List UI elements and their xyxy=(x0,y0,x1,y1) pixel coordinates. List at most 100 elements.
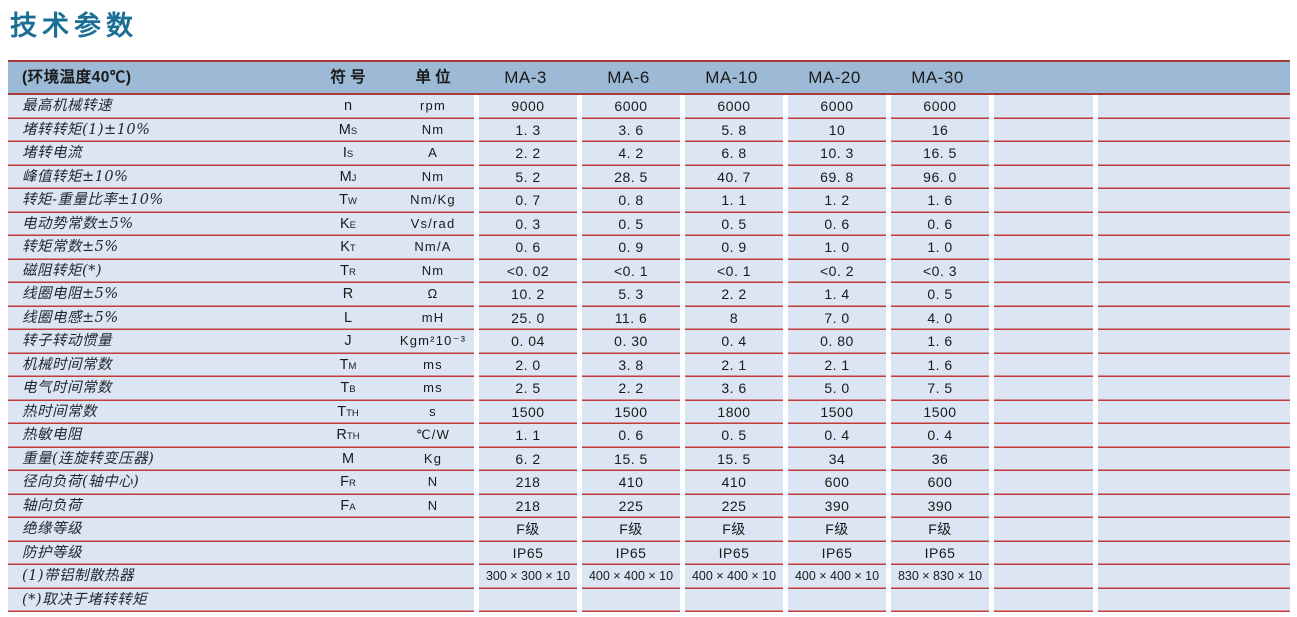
table-row: 轴向负荷 FA N 218 225 225 390 390 xyxy=(8,494,1290,518)
empty-cell xyxy=(1098,142,1290,166)
table-row: 最高机械转速 n rpm 9000 6000 6000 6000 6000 xyxy=(8,95,1290,119)
param-value: 600 xyxy=(788,471,886,495)
param-value: 1500 xyxy=(891,400,989,424)
param-value: 400 × 400 × 10 xyxy=(788,565,886,589)
param-value: 1. 4 xyxy=(788,283,886,307)
symbol-base: I xyxy=(342,145,347,161)
param-unit: mH xyxy=(392,306,474,330)
param-value: 1. 6 xyxy=(891,330,989,354)
spec-table: (环境温度40℃) 符 号 单 位 MA-3 MA-6 MA-10 MA-20 MA-3… xyxy=(8,60,1290,612)
param-value: 600 xyxy=(891,471,989,495)
param-value: 6000 xyxy=(582,95,680,119)
param-value: 390 xyxy=(788,494,886,518)
param-value: 36 xyxy=(891,447,989,471)
param-value: 16 xyxy=(891,118,989,142)
param-unit xyxy=(392,518,474,542)
param-value: 15. 5 xyxy=(685,447,783,471)
param-value: 16. 5 xyxy=(891,142,989,166)
empty-cell xyxy=(1098,118,1290,142)
symbol-base: T xyxy=(339,356,349,373)
param-value: 1500 xyxy=(788,400,886,424)
param-label: 绝缘等级 xyxy=(8,518,304,542)
table-row: 线圈电阻±5% R Ω 10. 2 5. 3 2. 2 1. 4 0. 5 xyxy=(8,283,1290,307)
param-symbol: M xyxy=(304,447,392,471)
symbol-base: F xyxy=(340,474,349,490)
param-value: <0. 3 xyxy=(891,259,989,283)
param-unit: Nm/Kg xyxy=(392,189,474,213)
param-value: <0. 1 xyxy=(685,259,783,283)
empty-cell xyxy=(994,212,1093,236)
empty-cell xyxy=(994,518,1093,542)
param-value: 0. 4 xyxy=(685,330,783,354)
param-value: 4. 2 xyxy=(582,142,680,166)
table-row: 电气时间常数 TB ms 2. 5 2. 2 3. 6 5. 0 7. 5 xyxy=(8,377,1290,401)
param-label: (*)取决于堵转转矩 xyxy=(8,588,304,612)
empty-cell xyxy=(1098,283,1290,307)
param-unit: rpm xyxy=(392,95,474,119)
empty-cell xyxy=(994,142,1093,166)
table-row: (*)取决于堵转转矩 xyxy=(8,588,1290,612)
param-value: 0. 6 xyxy=(891,212,989,236)
param-label: 电气时间常数 xyxy=(8,377,304,401)
empty-cell xyxy=(1098,541,1290,565)
param-value: 96. 0 xyxy=(891,165,989,189)
param-value: 6000 xyxy=(891,95,989,119)
symbol-base: L xyxy=(343,309,353,326)
param-symbol: J xyxy=(304,330,392,354)
param-value: F级 xyxy=(582,518,680,542)
empty-cell xyxy=(1098,95,1290,119)
param-value: 3. 6 xyxy=(685,377,783,401)
empty-cell xyxy=(1098,424,1290,448)
param-unit: Nm xyxy=(392,259,474,283)
empty-cell xyxy=(1098,189,1290,213)
param-symbol: MS xyxy=(304,118,392,142)
param-value: 10. 2 xyxy=(479,283,577,307)
empty-cell xyxy=(1098,471,1290,495)
empty-cell xyxy=(994,353,1093,377)
param-value: 6. 2 xyxy=(479,447,577,471)
param-symbol xyxy=(304,518,392,542)
param-symbol: TR xyxy=(304,259,392,283)
param-value xyxy=(891,588,989,612)
empty-cell xyxy=(994,283,1093,307)
header-model: MA-10 xyxy=(705,68,758,87)
param-unit: ℃/W xyxy=(392,424,474,448)
param-value xyxy=(479,588,577,612)
param-value: 225 xyxy=(685,494,783,518)
param-value: 28. 5 xyxy=(582,165,680,189)
param-symbol xyxy=(304,565,392,589)
symbol-subscript: TH xyxy=(346,431,360,442)
empty-cell xyxy=(1098,518,1290,542)
param-value: IP65 xyxy=(685,541,783,565)
param-value: 1. 3 xyxy=(479,118,577,142)
table-header: (环境温度40℃) 符 号 单 位 MA-3 MA-6 MA-10 MA-20 MA-3… xyxy=(8,60,1290,95)
param-label: 最高机械转速 xyxy=(8,95,304,119)
table-row: (1)带铝制散热器 300 × 300 × 10 400 × 400 × 10 400… xyxy=(8,565,1290,589)
param-symbol: n xyxy=(304,95,392,119)
table-row: 电动势常数±5% KE Vs/rad 0. 3 0. 5 0. 5 0. 6 0. 6 xyxy=(8,212,1290,236)
empty-cell xyxy=(994,565,1093,589)
symbol-subscript: M xyxy=(348,360,357,372)
symbol-base: M xyxy=(339,168,352,185)
param-value: 410 xyxy=(685,471,783,495)
param-label: 线圈电阻±5% xyxy=(8,283,304,307)
param-value: 300 × 300 × 10 xyxy=(479,565,577,589)
page-title: 技术参数 xyxy=(10,11,138,41)
param-unit: Kgm²10⁻³ xyxy=(392,330,474,354)
param-label: (1)带铝制散热器 xyxy=(8,565,304,589)
empty-cell xyxy=(1098,165,1290,189)
empty-cell xyxy=(994,471,1093,495)
param-label: 堵转转矩(1)±10% xyxy=(8,118,304,142)
param-value: 0. 6 xyxy=(582,424,680,448)
param-value: 6000 xyxy=(685,95,783,119)
symbol-base: F xyxy=(340,497,350,514)
param-value: 1500 xyxy=(479,400,577,424)
param-value: 0. 5 xyxy=(582,212,680,236)
table-row: 热敏电阻 RTH ℃/W 1. 1 0. 6 0. 5 0. 4 0. 4 xyxy=(8,424,1290,448)
empty-cell xyxy=(994,259,1093,283)
param-unit: A xyxy=(392,142,474,166)
param-value: 0. 4 xyxy=(788,424,886,448)
empty-cell xyxy=(994,189,1093,213)
param-unit: N xyxy=(392,471,474,495)
